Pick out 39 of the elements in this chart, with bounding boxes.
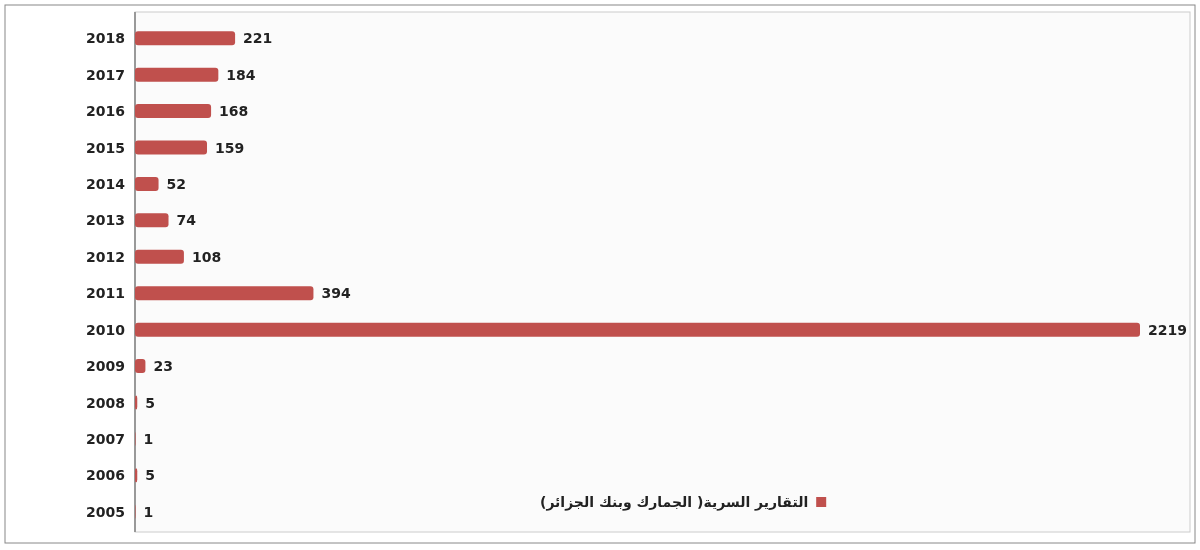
y-tick-label: 2013 xyxy=(86,212,125,229)
bar xyxy=(135,249,184,264)
data-label: 74 xyxy=(176,212,197,229)
data-label: 5 xyxy=(145,394,156,411)
legend: التقارير السرية( الجمارك وبنك الجزائر) xyxy=(540,494,827,510)
data-label: 52 xyxy=(166,175,187,192)
y-tick-label: 2016 xyxy=(86,103,125,120)
y-tick-label: 2007 xyxy=(86,430,125,447)
bar xyxy=(135,322,1140,337)
data-label: 221 xyxy=(243,30,273,47)
y-tick-label: 2014 xyxy=(86,175,126,192)
bar xyxy=(135,104,212,119)
y-tick-label: 2017 xyxy=(86,66,125,83)
y-tick-label: 2015 xyxy=(86,139,125,156)
data-label: 108 xyxy=(191,248,222,265)
y-tick-label: 2005 xyxy=(86,503,125,520)
y-tick-label: 2018 xyxy=(86,30,125,47)
y-tick-label: 2006 xyxy=(86,467,125,484)
y-tick-label: 2011 xyxy=(86,285,125,302)
y-tick-label: 2010 xyxy=(86,321,126,338)
bar xyxy=(135,176,159,191)
y-tick-label: 2008 xyxy=(86,394,125,411)
data-label: 168 xyxy=(219,103,249,120)
data-label: 5 xyxy=(145,467,156,484)
bar xyxy=(135,286,314,301)
bar xyxy=(135,359,146,374)
data-label: 2219 xyxy=(1148,321,1187,338)
bar xyxy=(135,140,208,155)
data-label: 159 xyxy=(215,139,245,156)
data-label: 1 xyxy=(143,430,154,447)
data-label: 394 xyxy=(321,285,351,302)
y-tick-label: 2012 xyxy=(86,248,125,265)
bar xyxy=(135,31,236,46)
data-label: 184 xyxy=(226,66,256,83)
data-label: 1 xyxy=(143,503,154,520)
y-tick-label: 2009 xyxy=(86,358,125,375)
data-label: 23 xyxy=(153,358,173,375)
bar xyxy=(135,213,169,228)
bar xyxy=(135,67,219,82)
